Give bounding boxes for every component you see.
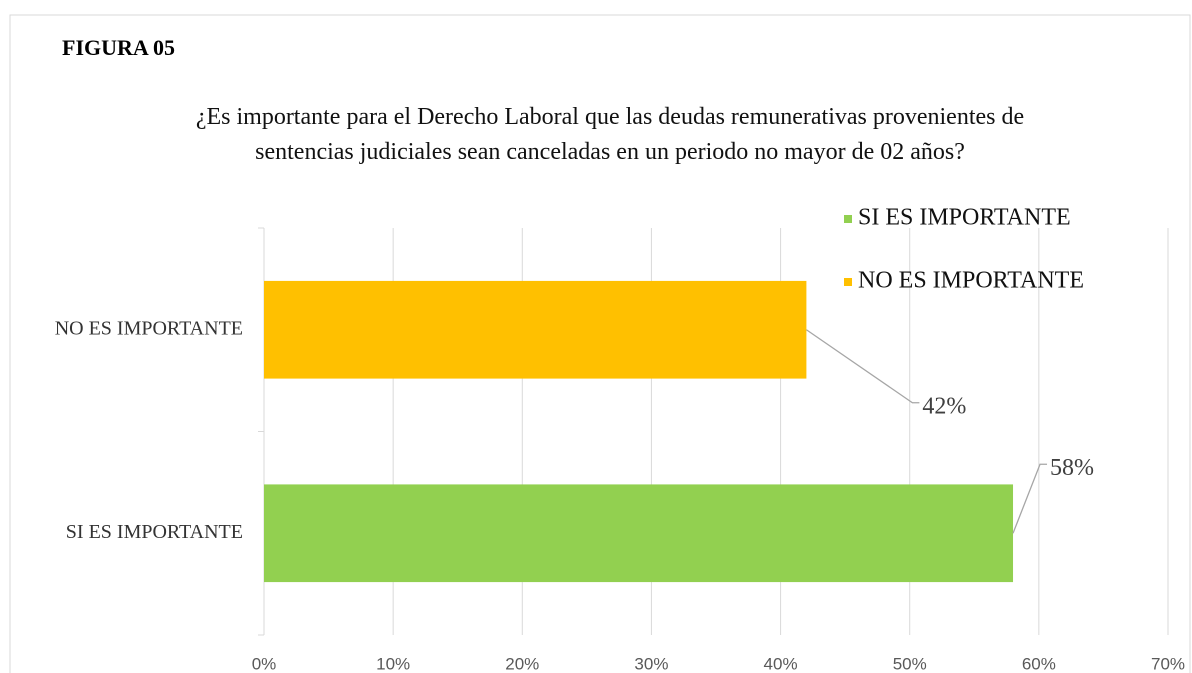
x-tick-label: 20%	[505, 654, 539, 673]
x-tick-label: 70%	[1151, 654, 1185, 673]
legend-swatch	[844, 278, 852, 286]
x-tick-label: 0%	[252, 654, 277, 673]
bar	[264, 280, 807, 379]
x-tick-label: 60%	[1022, 654, 1056, 673]
legend-label: NO ES IMPORTANTE	[858, 268, 1084, 294]
x-tick-label: 10%	[376, 654, 410, 673]
legend-swatch	[844, 215, 852, 223]
x-tick-label: 30%	[634, 654, 668, 673]
chart-title: ¿Es importante para el Derecho Laboral q…	[195, 104, 1025, 165]
legend-label: SI ES IMPORTANTE	[858, 205, 1071, 231]
bar	[264, 484, 1014, 583]
x-tick-label: 50%	[893, 654, 927, 673]
chart-border	[9, 14, 1191, 673]
y-tick-label: SI ES IMPORTANTE	[66, 521, 243, 543]
y-tick-label: NO ES IMPORTANTE	[55, 317, 243, 339]
leader-line	[806, 329, 920, 404]
leader-line	[1012, 463, 1048, 534]
figure-label: FIGURA 05	[62, 35, 175, 60]
data-label: 42%	[922, 393, 966, 419]
data-label: 58%	[1050, 455, 1094, 481]
x-tick-label: 40%	[764, 654, 798, 673]
